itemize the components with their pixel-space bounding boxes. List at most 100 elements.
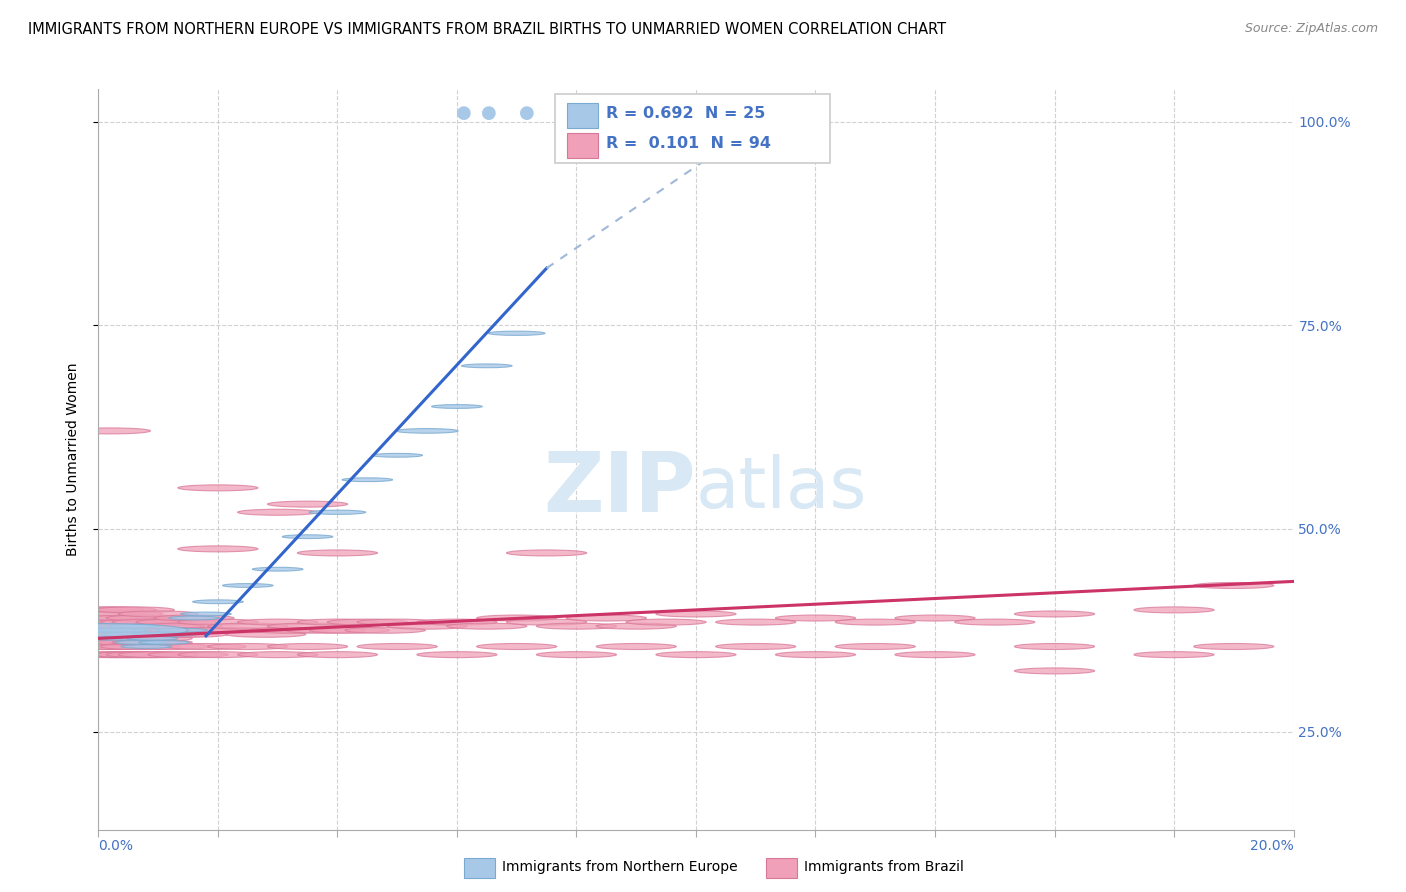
Ellipse shape — [506, 550, 586, 556]
Ellipse shape — [357, 643, 437, 649]
Ellipse shape — [249, 627, 330, 633]
Ellipse shape — [76, 619, 156, 625]
Ellipse shape — [65, 624, 145, 629]
Ellipse shape — [145, 632, 195, 636]
Ellipse shape — [775, 615, 856, 621]
Ellipse shape — [342, 478, 392, 482]
Ellipse shape — [267, 624, 347, 629]
Ellipse shape — [127, 637, 177, 640]
Ellipse shape — [105, 627, 187, 633]
Ellipse shape — [222, 583, 273, 588]
Ellipse shape — [567, 615, 647, 621]
Ellipse shape — [58, 632, 139, 637]
Ellipse shape — [432, 405, 482, 409]
Ellipse shape — [153, 615, 235, 621]
Ellipse shape — [238, 509, 318, 516]
Ellipse shape — [477, 615, 557, 621]
Ellipse shape — [716, 643, 796, 649]
Ellipse shape — [894, 652, 976, 657]
Ellipse shape — [139, 640, 190, 644]
Text: ●: ● — [519, 104, 536, 122]
Ellipse shape — [70, 627, 150, 633]
Ellipse shape — [65, 640, 145, 646]
Ellipse shape — [166, 627, 246, 633]
Ellipse shape — [58, 615, 139, 621]
Ellipse shape — [626, 619, 706, 625]
Ellipse shape — [8, 624, 188, 637]
Ellipse shape — [97, 628, 148, 632]
Ellipse shape — [108, 624, 160, 628]
Ellipse shape — [121, 645, 172, 648]
Ellipse shape — [477, 643, 557, 649]
Ellipse shape — [129, 632, 211, 637]
Ellipse shape — [447, 624, 527, 629]
Text: atlas: atlas — [696, 455, 868, 524]
Ellipse shape — [655, 652, 737, 657]
Ellipse shape — [76, 607, 156, 613]
Ellipse shape — [267, 501, 347, 508]
Ellipse shape — [461, 364, 512, 368]
Ellipse shape — [115, 640, 166, 644]
Ellipse shape — [118, 632, 198, 637]
Ellipse shape — [285, 627, 366, 633]
Y-axis label: Births to Unmarried Women: Births to Unmarried Women — [66, 363, 80, 556]
Ellipse shape — [105, 615, 187, 621]
Ellipse shape — [297, 550, 378, 556]
Ellipse shape — [283, 535, 333, 539]
Text: ●: ● — [481, 104, 498, 122]
Ellipse shape — [1133, 652, 1215, 657]
Ellipse shape — [148, 632, 228, 637]
Ellipse shape — [297, 619, 378, 625]
Text: 20.0%: 20.0% — [1250, 839, 1294, 854]
Ellipse shape — [124, 624, 204, 629]
Ellipse shape — [82, 611, 163, 617]
Ellipse shape — [177, 546, 259, 552]
Ellipse shape — [70, 652, 150, 657]
Ellipse shape — [169, 616, 219, 620]
Ellipse shape — [371, 453, 423, 458]
Ellipse shape — [136, 619, 217, 625]
Ellipse shape — [190, 627, 270, 633]
Ellipse shape — [1014, 643, 1095, 649]
Ellipse shape — [596, 624, 676, 629]
Text: R = 0.692  N = 25: R = 0.692 N = 25 — [606, 106, 765, 120]
Ellipse shape — [596, 643, 676, 649]
Ellipse shape — [180, 612, 232, 615]
Ellipse shape — [84, 628, 136, 632]
Ellipse shape — [193, 599, 243, 604]
Ellipse shape — [112, 635, 193, 641]
Text: 0.0%: 0.0% — [98, 839, 134, 854]
Ellipse shape — [225, 632, 307, 637]
Text: Source: ZipAtlas.com: Source: ZipAtlas.com — [1244, 22, 1378, 36]
Ellipse shape — [1133, 607, 1215, 613]
Ellipse shape — [536, 624, 617, 629]
Ellipse shape — [1014, 611, 1095, 617]
Ellipse shape — [309, 627, 389, 633]
Ellipse shape — [76, 643, 156, 649]
Ellipse shape — [252, 567, 304, 571]
Ellipse shape — [344, 627, 426, 633]
Ellipse shape — [82, 652, 163, 657]
Text: ●: ● — [456, 104, 472, 122]
Ellipse shape — [82, 635, 163, 641]
Ellipse shape — [775, 652, 856, 657]
Ellipse shape — [94, 652, 174, 657]
Ellipse shape — [238, 652, 318, 657]
Ellipse shape — [103, 632, 153, 636]
Ellipse shape — [536, 652, 617, 657]
Ellipse shape — [488, 331, 546, 335]
Ellipse shape — [297, 652, 378, 657]
Ellipse shape — [387, 624, 467, 629]
Text: IMMIGRANTS FROM NORTHERN EUROPE VS IMMIGRANTS FROM BRAZIL BIRTHS TO UNMARRIED WO: IMMIGRANTS FROM NORTHERN EUROPE VS IMMIG… — [28, 22, 946, 37]
Ellipse shape — [655, 611, 737, 617]
Ellipse shape — [89, 632, 169, 637]
Ellipse shape — [91, 637, 142, 640]
Ellipse shape — [112, 640, 193, 646]
Ellipse shape — [177, 485, 259, 491]
Ellipse shape — [129, 643, 211, 649]
Ellipse shape — [309, 510, 366, 515]
Ellipse shape — [1014, 668, 1095, 674]
Ellipse shape — [94, 624, 174, 629]
Ellipse shape — [835, 643, 915, 649]
Ellipse shape — [267, 643, 347, 649]
